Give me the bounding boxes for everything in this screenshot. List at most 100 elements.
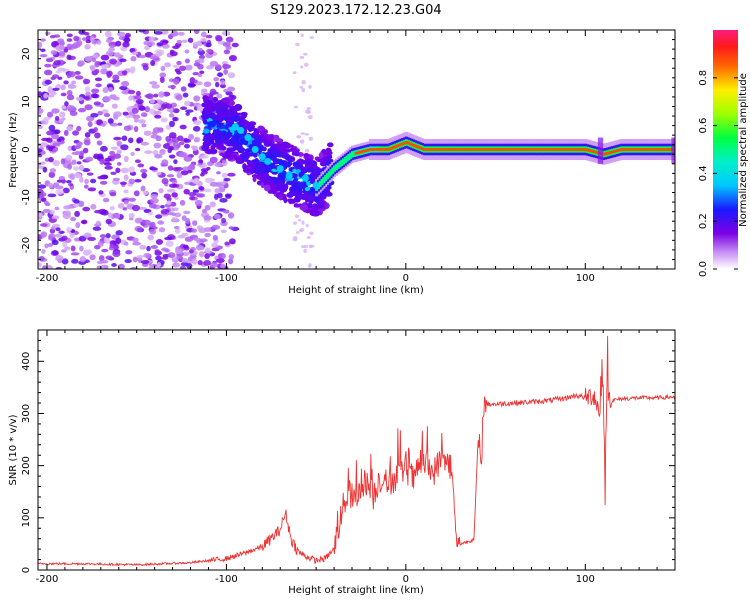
spectrogram-cell: [482, 148, 486, 151]
spectrogram-cell: [100, 264, 108, 269]
spectrogram-x-tick-label: -200: [36, 273, 59, 284]
spectrogram-cell: [66, 94, 75, 101]
spectrogram-cell: [113, 52, 121, 58]
spectrogram-cell: [544, 148, 548, 151]
spectrogram-cell: [189, 163, 195, 170]
spectrogram-cell: [216, 93, 223, 99]
spectrogram-cell: [228, 258, 234, 265]
spectrogram-cell: [58, 50, 66, 57]
spectrogram-cell: [294, 214, 300, 218]
spectrogram-cell: [141, 172, 148, 179]
spectrogram-cell: [89, 254, 96, 261]
spectrogram-cell: [220, 137, 230, 144]
spectrogram-cell: [90, 93, 98, 99]
spectrogram-cell: [100, 54, 110, 61]
spectrogram-cell: [49, 168, 57, 173]
spectrogram-cell: [204, 227, 212, 233]
spectrogram-cell: [191, 258, 198, 265]
spectrogram-cell: [67, 104, 75, 110]
spectrogram-cell: [571, 148, 575, 151]
spectrogram-cell: [276, 165, 284, 173]
spectrogram-cell: [185, 112, 190, 116]
spectrogram-cell: [109, 243, 115, 249]
spectrogram-cell: [539, 148, 543, 151]
spectrogram-cell: [63, 205, 72, 210]
spectrogram-cell: [95, 220, 101, 226]
spectrogram-cell: [566, 148, 570, 151]
snr-x-tick-label: 100: [576, 574, 595, 585]
spectrogram-cell: [184, 236, 194, 242]
spectrogram-cell: [299, 85, 303, 89]
spectrogram-cell: [155, 135, 162, 142]
spectrogram-cell: [178, 151, 188, 158]
spectrogram-cell: [334, 164, 338, 171]
spectrogram-cell: [109, 192, 117, 197]
spectrogram-cell: [51, 108, 60, 114]
spectrogram-cell: [370, 148, 374, 151]
spectrogram-cell: [251, 139, 258, 146]
spectrogram-cell: [109, 150, 115, 156]
spectrogram-cell: [593, 150, 597, 154]
spectrogram-cell: [53, 129, 61, 135]
spectrogram-cell: [271, 171, 278, 175]
spectrogram-cell: [215, 183, 224, 188]
spectrogram-cell: [85, 156, 94, 162]
spectrogram-cell: [134, 178, 142, 183]
spectrogram-cell: [173, 159, 178, 165]
spectrogram-cell: [392, 146, 396, 149]
spectrogram-cell: [104, 157, 112, 162]
spectrogram-cell: [56, 138, 62, 142]
spectrogram-cell: [161, 40, 169, 44]
spectrogram-cell: [299, 139, 305, 144]
spectrogram-cell: [130, 68, 135, 74]
spectrogram-cell: [136, 254, 144, 259]
spectrogram-cell: [38, 255, 45, 262]
spectrogram-cell: [66, 43, 73, 50]
spectrogram-cell: [109, 44, 115, 49]
spectrogram-cell: [228, 138, 234, 144]
spectrogram-cell: [50, 50, 57, 55]
spectrogram-cell: [103, 113, 111, 118]
spectrogram-cell: [134, 95, 142, 100]
spectrogram-cell: [39, 53, 48, 58]
snr-y-axis-label: SNR (10 * v/v): [8, 414, 19, 485]
spectrogram-y-axis-label: Frequency (Hz): [8, 112, 19, 188]
spectrogram-cell: [86, 172, 94, 176]
spectrogram-cell: [507, 148, 511, 151]
spectrogram-cell: [144, 94, 152, 98]
spectrogram-cell: [512, 148, 516, 151]
spectrogram-cell: [625, 148, 629, 151]
spectrogram-cell: [269, 150, 277, 155]
spectrogram-cell: [79, 245, 84, 252]
spectrogram-cell: [225, 194, 232, 199]
spectrogram-cell: [231, 114, 241, 123]
spectrogram-cell: [52, 250, 59, 256]
spectrogram-cell: [76, 161, 82, 165]
spectrogram-cell: [43, 93, 48, 99]
spectrogram-cell: [281, 141, 290, 149]
spectrogram-cell: [110, 171, 117, 175]
spectrogram-cell: [557, 148, 561, 151]
spectrogram-cell: [178, 141, 185, 146]
spectrogram-cell: [293, 105, 299, 109]
spectrogram-cell: [390, 146, 394, 150]
spectrogram-cell: [154, 153, 163, 159]
snr-frame: [37, 329, 676, 571]
spectrogram-cell: [135, 90, 141, 97]
spectrogram-cell: [160, 205, 165, 209]
spectrogram-cell: [553, 148, 557, 151]
spectrogram-cell: [309, 231, 314, 236]
spectrogram-cell: [43, 116, 51, 121]
spectrogram-cell: [61, 235, 68, 241]
spectrogram-cell: [376, 148, 380, 151]
spectrogram-cell: [167, 212, 174, 216]
spectrogram-cell: [124, 259, 132, 264]
spectrogram-cell: [204, 247, 211, 253]
spectrogram-cell: [94, 60, 100, 68]
spectrogram-cell: [210, 262, 218, 268]
spectrogram-cell: [204, 204, 211, 211]
spectrogram-cell: [58, 230, 65, 235]
spectrogram-cell: [83, 184, 89, 189]
spectrogram-cell: [203, 81, 212, 88]
spectrogram-cell: [629, 148, 633, 151]
